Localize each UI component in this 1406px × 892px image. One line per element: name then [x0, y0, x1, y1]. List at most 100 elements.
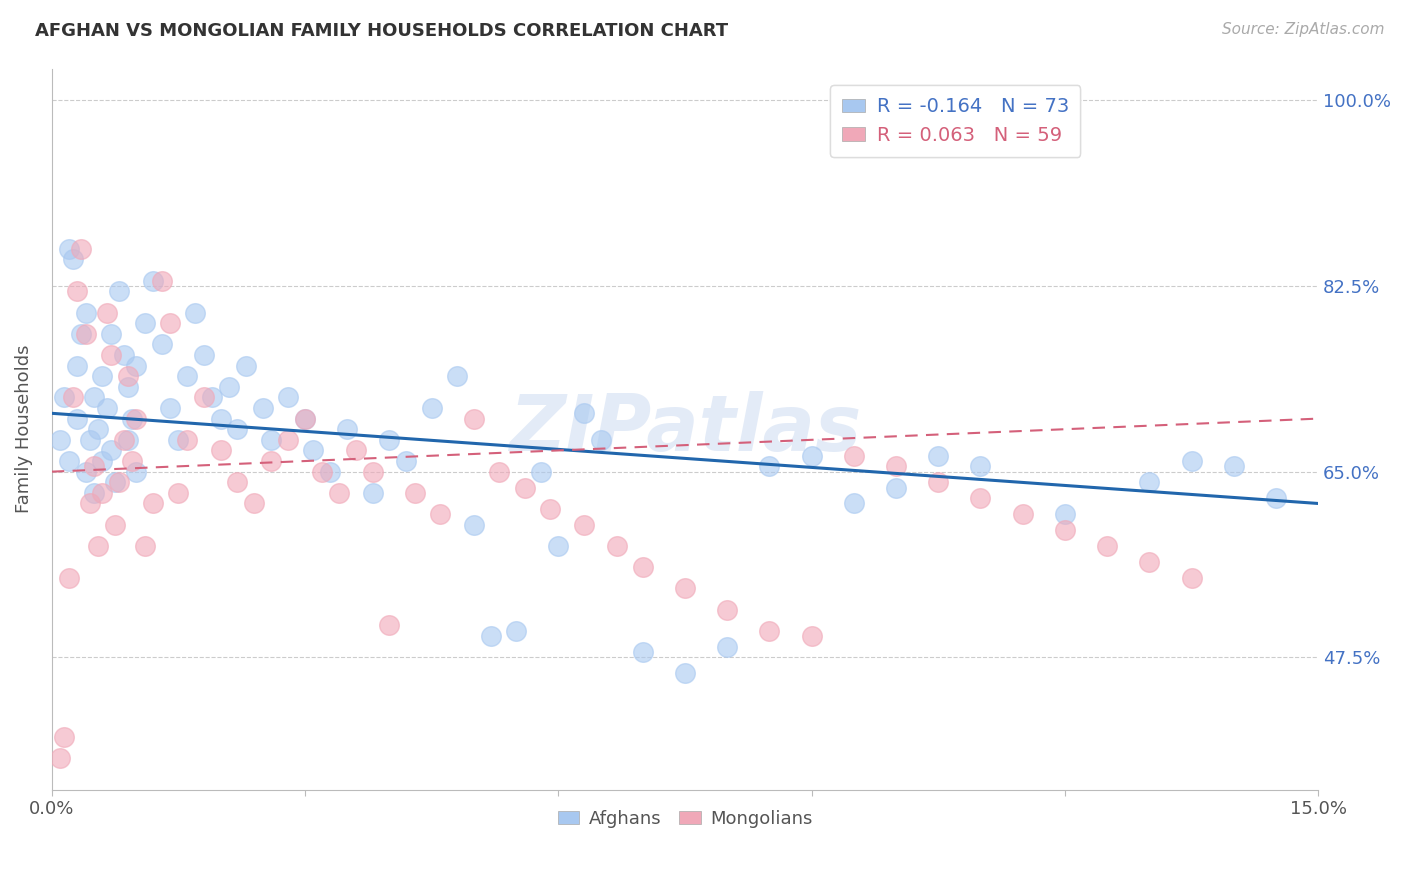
Point	[606, 539, 628, 553]
Point	[193, 391, 215, 405]
Point	[463, 411, 485, 425]
Point	[404, 486, 426, 500]
Point	[49, 433, 72, 447]
Point	[336, 422, 359, 436]
Point	[572, 406, 595, 420]
Point	[125, 465, 148, 479]
Point	[572, 517, 595, 532]
Point	[104, 475, 127, 490]
Point	[125, 411, 148, 425]
Point	[159, 316, 181, 330]
Point	[150, 274, 173, 288]
Point	[91, 454, 114, 468]
Point	[184, 305, 207, 319]
Text: Source: ZipAtlas.com: Source: ZipAtlas.com	[1222, 22, 1385, 37]
Point	[70, 242, 93, 256]
Point	[96, 401, 118, 415]
Point	[75, 326, 97, 341]
Point	[842, 449, 865, 463]
Point	[252, 401, 274, 415]
Point	[117, 380, 139, 394]
Point	[842, 496, 865, 510]
Point	[927, 475, 949, 490]
Text: ZIPatlas: ZIPatlas	[509, 392, 860, 467]
Point	[260, 433, 283, 447]
Point	[62, 252, 84, 267]
Point	[758, 624, 780, 638]
Point	[488, 465, 510, 479]
Point	[87, 422, 110, 436]
Point	[100, 348, 122, 362]
Point	[243, 496, 266, 510]
Point	[1053, 523, 1076, 537]
Point	[193, 348, 215, 362]
Point	[104, 517, 127, 532]
Point	[83, 486, 105, 500]
Point	[53, 730, 76, 744]
Point	[1053, 507, 1076, 521]
Point	[758, 459, 780, 474]
Point	[58, 571, 80, 585]
Point	[589, 433, 612, 447]
Point	[226, 475, 249, 490]
Point	[631, 560, 654, 574]
Point	[112, 433, 135, 447]
Point	[66, 411, 89, 425]
Point	[260, 454, 283, 468]
Point	[108, 285, 131, 299]
Point	[429, 507, 451, 521]
Point	[311, 465, 333, 479]
Point	[319, 465, 342, 479]
Point	[201, 391, 224, 405]
Point	[277, 391, 299, 405]
Point	[134, 539, 156, 553]
Point	[121, 454, 143, 468]
Point	[117, 433, 139, 447]
Point	[91, 486, 114, 500]
Point	[716, 602, 738, 616]
Point	[378, 433, 401, 447]
Point	[927, 449, 949, 463]
Point	[1095, 539, 1118, 553]
Point	[294, 411, 316, 425]
Point	[83, 391, 105, 405]
Point	[884, 481, 907, 495]
Point	[159, 401, 181, 415]
Point	[176, 433, 198, 447]
Point	[142, 274, 165, 288]
Point	[96, 305, 118, 319]
Point	[83, 459, 105, 474]
Point	[1137, 475, 1160, 490]
Point	[58, 454, 80, 468]
Point	[66, 285, 89, 299]
Point	[79, 433, 101, 447]
Point	[1264, 491, 1286, 505]
Point	[513, 481, 536, 495]
Point	[100, 326, 122, 341]
Point	[209, 443, 232, 458]
Point	[1180, 454, 1202, 468]
Point	[378, 618, 401, 632]
Y-axis label: Family Households: Family Households	[15, 345, 32, 514]
Point	[100, 443, 122, 458]
Point	[1180, 571, 1202, 585]
Point	[673, 582, 696, 596]
Point	[75, 465, 97, 479]
Point	[505, 624, 527, 638]
Point	[479, 629, 502, 643]
Point	[673, 666, 696, 681]
Point	[302, 443, 325, 458]
Point	[446, 369, 468, 384]
Point	[167, 433, 190, 447]
Point	[58, 242, 80, 256]
Point	[108, 475, 131, 490]
Point	[631, 645, 654, 659]
Point	[530, 465, 553, 479]
Point	[800, 629, 823, 643]
Point	[395, 454, 418, 468]
Point	[547, 539, 569, 553]
Point	[969, 491, 991, 505]
Point	[121, 411, 143, 425]
Point	[150, 337, 173, 351]
Point	[53, 391, 76, 405]
